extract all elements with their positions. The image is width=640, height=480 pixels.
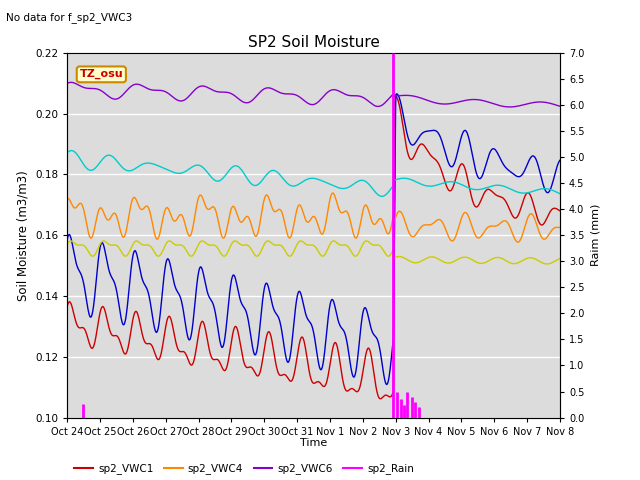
Text: No data for f_sp2_VWC3: No data for f_sp2_VWC3 bbox=[6, 12, 132, 23]
Text: TZ_osu: TZ_osu bbox=[79, 69, 123, 80]
Y-axis label: Raim (mm): Raim (mm) bbox=[590, 204, 600, 266]
Title: SP2 Soil Moisture: SP2 Soil Moisture bbox=[248, 35, 380, 50]
X-axis label: Time: Time bbox=[300, 438, 327, 448]
Y-axis label: Soil Moisture (m3/m3): Soil Moisture (m3/m3) bbox=[17, 170, 29, 300]
Legend: sp2_VWC1, sp2_VWC2, sp2_VWC4, sp2_VWC5, sp2_VWC6, sp2_VWC7, sp2_Rain: sp2_VWC1, sp2_VWC2, sp2_VWC4, sp2_VWC5, … bbox=[70, 459, 419, 480]
